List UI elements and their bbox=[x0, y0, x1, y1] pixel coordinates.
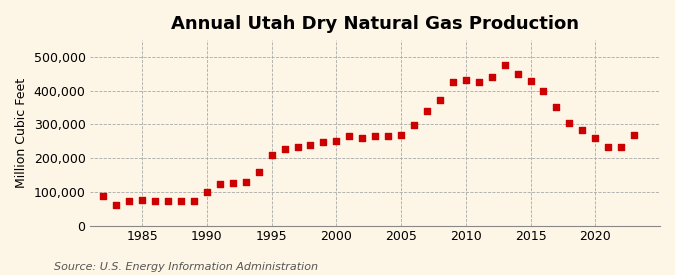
Point bbox=[137, 198, 148, 202]
Point bbox=[577, 128, 588, 132]
Point bbox=[370, 133, 381, 138]
Text: Source: U.S. Energy Information Administration: Source: U.S. Energy Information Administ… bbox=[54, 262, 318, 272]
Y-axis label: Million Cubic Feet: Million Cubic Feet bbox=[15, 78, 28, 188]
Point bbox=[383, 134, 394, 138]
Point bbox=[460, 78, 471, 82]
Point bbox=[564, 121, 575, 126]
Point bbox=[318, 140, 329, 144]
Point bbox=[240, 180, 251, 185]
Point bbox=[551, 105, 562, 109]
Point bbox=[628, 132, 639, 137]
Point bbox=[538, 89, 549, 93]
Point bbox=[344, 134, 355, 138]
Point bbox=[603, 145, 614, 149]
Point bbox=[473, 80, 484, 84]
Point bbox=[98, 194, 109, 198]
Point bbox=[525, 78, 536, 83]
Point bbox=[500, 63, 510, 68]
Point bbox=[176, 199, 186, 203]
Point bbox=[331, 138, 342, 143]
Point bbox=[253, 169, 264, 174]
Point bbox=[292, 144, 303, 149]
Point bbox=[448, 79, 458, 84]
Point bbox=[422, 109, 433, 113]
Point bbox=[408, 123, 419, 127]
Point bbox=[188, 199, 199, 203]
Point bbox=[266, 153, 277, 157]
Point bbox=[486, 75, 497, 79]
Point bbox=[202, 190, 213, 194]
Point bbox=[435, 98, 446, 102]
Point bbox=[124, 199, 134, 204]
Point bbox=[590, 136, 601, 140]
Title: Annual Utah Dry Natural Gas Production: Annual Utah Dry Natural Gas Production bbox=[171, 15, 579, 33]
Point bbox=[215, 182, 225, 187]
Point bbox=[163, 199, 173, 204]
Point bbox=[305, 143, 316, 148]
Point bbox=[396, 132, 406, 137]
Point bbox=[616, 145, 626, 150]
Point bbox=[150, 199, 161, 203]
Point bbox=[227, 181, 238, 185]
Point bbox=[111, 202, 122, 207]
Point bbox=[357, 136, 368, 140]
Point bbox=[512, 72, 523, 76]
Point bbox=[279, 147, 290, 151]
